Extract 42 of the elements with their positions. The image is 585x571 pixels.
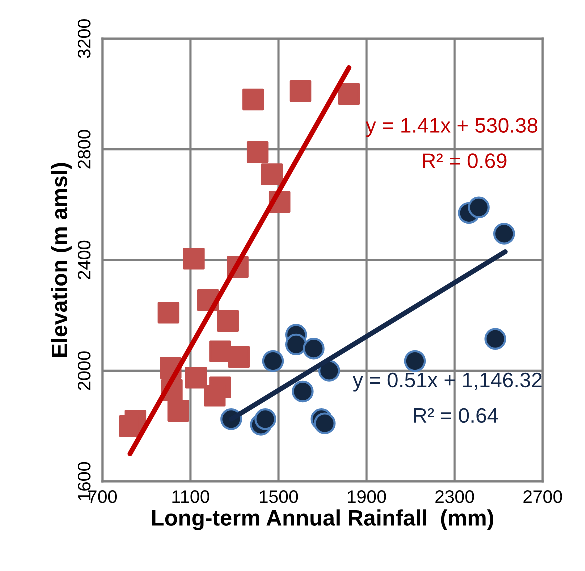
point [228,346,250,368]
y-axis-title: Elevation (m amsl) [51,163,72,357]
x-tick-label: 700 [88,490,118,504]
x-tick-label: 2300 [436,490,474,504]
point [183,248,205,270]
point [119,415,142,438]
point [204,385,226,407]
point [318,360,340,382]
point [168,400,190,422]
y-tick-label: 2000 [78,352,91,390]
annotation: y = 0.51x + 1,146.32 [352,372,542,392]
point [210,340,232,362]
point [285,334,308,356]
point [242,88,264,111]
point [292,380,314,403]
y-tick-label: 1600 [78,462,91,500]
x-tick-label: 2700 [524,490,562,504]
point [185,367,208,389]
point [217,310,239,332]
point [484,328,506,350]
x-tick-label: 1900 [348,490,386,504]
y-tick-label: 2400 [78,240,91,280]
point [404,350,426,372]
y-tick-label: 2800 [78,130,91,169]
annotation: R² = 0.69 [423,154,507,168]
point [314,412,336,434]
point [246,141,269,164]
x-axis-title: Long-term Annual Rainfall (mm) [152,510,494,530]
point [303,338,325,360]
point [262,350,284,372]
point [254,408,276,430]
annotation: y = 1.41x + 530.38 [366,118,538,138]
point [290,80,312,102]
y-tick-label: 3200 [78,19,91,58]
x-tick-label: 1100 [172,490,210,504]
point [468,196,490,219]
point [338,83,360,106]
point [493,223,516,245]
point [261,164,284,186]
point [158,302,180,324]
x-tick-label: 1500 [260,490,298,504]
annotation: R² = 0.64 [414,408,498,424]
